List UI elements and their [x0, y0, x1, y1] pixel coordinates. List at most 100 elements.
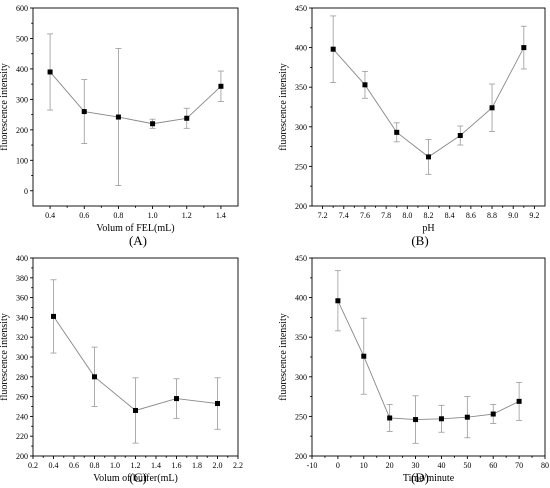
y-tick-label: 260 — [16, 393, 28, 402]
panel-label: (A) — [129, 233, 147, 248]
y-tick-label: 450 — [295, 4, 307, 13]
data-point — [489, 105, 495, 111]
data-point — [133, 407, 138, 413]
x-tick-label: 1.6 — [172, 461, 182, 470]
x-axis-label: Volum of buffer(mL) — [93, 473, 178, 484]
y-tick-label: 0 — [24, 187, 28, 196]
data-point — [438, 416, 444, 422]
data-point — [47, 69, 53, 75]
y-tick-label: 350 — [295, 83, 307, 92]
y-tick-label: 250 — [295, 412, 307, 421]
plot-frame — [311, 257, 546, 457]
y-tick-label: 200 — [295, 452, 307, 461]
y-axis-label: fluorescence intensity — [0, 313, 10, 400]
x-tick-label: 0.8 — [113, 211, 123, 220]
x-tick-label: 0.6 — [79, 211, 89, 220]
x-tick-label: 1.2 — [131, 461, 141, 470]
data-point — [362, 82, 368, 88]
y-axis-label: fluorescence intensity — [278, 63, 289, 150]
data-point — [184, 115, 190, 121]
x-tick-label: 1.4 — [151, 461, 161, 470]
x-tick-label: 7.4 — [339, 211, 349, 220]
y-axis-label: fluorescence intensity — [278, 313, 289, 400]
chart-panel-c: 0.2 0.4 0.6 0.8 1.0 1.2 1.4 1.6 1.8 2.0 2.2 200 220 2… — [0, 254, 243, 485]
x-tick-label: 60 — [489, 461, 497, 470]
data-point — [335, 298, 341, 304]
x-tick-label: 10 — [360, 461, 368, 470]
x-tick-label: 1.8 — [192, 461, 202, 470]
panel-label: (C) — [129, 470, 146, 485]
y-axis-label: fluorescence intensity — [0, 63, 10, 150]
x-tick-label: 1.0 — [110, 461, 120, 470]
plot-frame — [32, 7, 239, 207]
x-tick-label: 2.0 — [213, 461, 223, 470]
x-tick-label: 0 — [336, 461, 340, 470]
x-tick-label: 8.0 — [402, 211, 412, 220]
y-tick-label: 360 — [16, 294, 28, 303]
data-point — [150, 121, 156, 127]
x-tick-label: 0.4 — [45, 211, 55, 220]
plot-frame — [311, 7, 546, 207]
x-tick-label: 0.6 — [69, 461, 79, 470]
y-tick-label: 500 — [16, 34, 28, 43]
x-tick-label: 70 — [515, 461, 523, 470]
y-tick-label: 300 — [295, 373, 307, 382]
data-point — [218, 83, 224, 89]
y-tick-label: 400 — [295, 44, 307, 53]
y-tick-label: 400 — [16, 254, 28, 263]
x-tick-label: 8.4 — [445, 211, 455, 220]
y-tick-label: 280 — [16, 373, 28, 382]
x-tick-label: 8.6 — [466, 211, 476, 220]
x-tick-label: 9.0 — [508, 211, 518, 220]
data-point — [215, 401, 220, 407]
data-point — [115, 114, 121, 120]
x-axis-label: Time/minute — [403, 473, 455, 484]
y-tick-label: 350 — [295, 333, 307, 342]
chart-panel-d: -10 0 10 20 30 40 50 60 70 80 200 250 300 350 400 450 Ti… — [278, 254, 549, 485]
y-tick-label: 400 — [295, 294, 307, 303]
chart-panel-b: 7.2 7.4 7.6 7.8 8.0 8.2 8.4 8.6 8.8 9.0 9.2 200 250 3… — [278, 4, 546, 248]
y-tick-label: 340 — [16, 313, 28, 322]
y-tick-label: 380 — [16, 274, 28, 283]
data-point — [92, 374, 97, 380]
data-point — [516, 398, 522, 404]
x-tick-label: 8.8 — [487, 211, 497, 220]
data-point — [426, 154, 431, 160]
x-tick-label: 40 — [437, 461, 445, 470]
y-tick-label: 400 — [16, 65, 28, 74]
panel-label: (B) — [411, 233, 428, 248]
series-line — [337, 300, 520, 421]
y-tick-label: 450 — [295, 254, 307, 263]
y-tick-label: 300 — [16, 95, 28, 104]
x-tick-label: 9.2 — [529, 211, 539, 220]
data-point — [457, 133, 463, 139]
panel-label: (D) — [411, 470, 429, 485]
y-tick-label: 200 — [295, 202, 307, 211]
data-point — [464, 414, 470, 420]
x-tick-label: 1.4 — [216, 211, 226, 220]
data-point — [330, 46, 336, 52]
y-tick-label: 220 — [16, 432, 28, 441]
data-point — [394, 129, 400, 135]
x-tick-label: 1.0 — [148, 211, 158, 220]
data-point — [81, 109, 87, 115]
data-point — [361, 353, 367, 359]
data-point — [174, 396, 179, 402]
x-tick-label: 7.6 — [360, 211, 370, 220]
data-point — [521, 45, 527, 51]
y-tick-label: 200 — [16, 126, 28, 135]
x-tick-label: 0.8 — [90, 461, 100, 470]
y-tick-label: 320 — [16, 333, 28, 342]
x-tick-label: -10 — [307, 461, 318, 470]
y-tick-label: 300 — [295, 123, 307, 132]
y-tick-label: 200 — [16, 452, 28, 461]
x-tick-label: 2.2 — [233, 461, 243, 470]
x-axis-label: Volum of FEL(mL) — [96, 223, 174, 234]
x-tick-label: 20 — [386, 461, 394, 470]
y-tick-label: 600 — [16, 4, 28, 13]
x-axis-label: pH — [422, 223, 434, 234]
data-point — [387, 415, 393, 421]
data-point — [490, 411, 496, 417]
series-line — [49, 71, 222, 125]
